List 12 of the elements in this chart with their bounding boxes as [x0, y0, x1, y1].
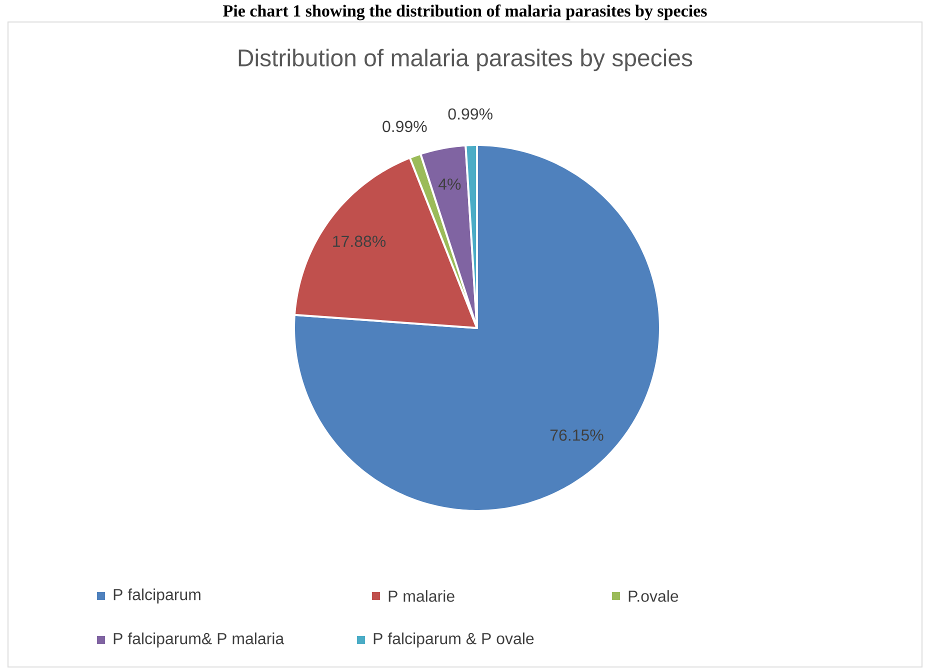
legend-label: P falciparum & P ovale: [374, 632, 534, 648]
data-label: 0.99%: [448, 108, 492, 120]
text: Pie chart 1 showing the distribution of malaria parasites by species: [223, 4, 707, 20]
legend-label: P.ovale: [628, 590, 678, 602]
data-label: 17.88%: [333, 236, 386, 247]
chart-title: Distribution of malaria parasites by species: [238, 48, 692, 72]
legend-label: P falciparum& P malaria: [114, 632, 284, 648]
data-label: 4%: [438, 178, 461, 190]
data-label: 0.99%: [382, 120, 427, 132]
legend-label: P malarie: [388, 590, 454, 602]
data-label: 76.15%: [550, 429, 604, 441]
legend-label: P falciparum: [114, 588, 200, 604]
